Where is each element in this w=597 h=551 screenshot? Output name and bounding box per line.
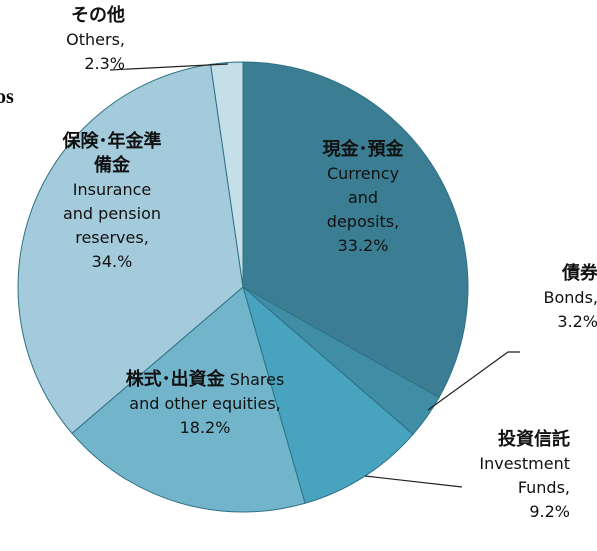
label-en: Investment Funds, [479, 454, 570, 497]
label-en: Currency and deposits, [326, 164, 400, 231]
leader-line [364, 475, 463, 488]
label-en: Insurance and pension reserves, [62, 180, 162, 247]
slice-label: 投資信託 Investment Funds, 9.2% [455, 428, 570, 524]
pie-slice [242, 61, 469, 399]
label-en: Bonds, [543, 288, 597, 307]
value-label: 9.2% [529, 502, 570, 521]
pie-slice [17, 63, 244, 434]
slice-label: 現金･預金 Currency and deposits, 33.2% [303, 138, 423, 258]
slice-label: 株式･出資金 Shares and other equities, 18.2% [125, 368, 285, 440]
chart-title: os [0, 86, 14, 108]
label-ja: 保険･年金準備金 [62, 131, 162, 176]
label-en: Shares and other equities, [129, 370, 285, 413]
slice-label: 債券 Bonds, 3.2% [480, 262, 597, 334]
leader-line [109, 63, 229, 71]
value-label: 3.2% [557, 312, 597, 331]
value-label: 34.% [91, 252, 133, 271]
pie-slice [71, 286, 306, 513]
label-en: Others, [66, 30, 125, 49]
leader-line [427, 351, 520, 411]
slice-label: その他 Others, 2.3% [20, 4, 125, 76]
label-ja: 債券 [562, 263, 597, 284]
label-ja: 現金･預金 [322, 139, 404, 160]
value-label: 33.2% [337, 236, 389, 255]
label-ja: 株式･出資金 [125, 369, 225, 390]
label-ja: その他 [71, 5, 125, 26]
label-ja: 投資信託 [498, 429, 570, 450]
value-label: 2.3% [84, 54, 125, 73]
slice-label: 保険･年金準備金 Insurance and pension reserves, 3… [48, 130, 176, 274]
pie-slice [242, 285, 414, 504]
value-label: 18.2% [179, 418, 231, 437]
